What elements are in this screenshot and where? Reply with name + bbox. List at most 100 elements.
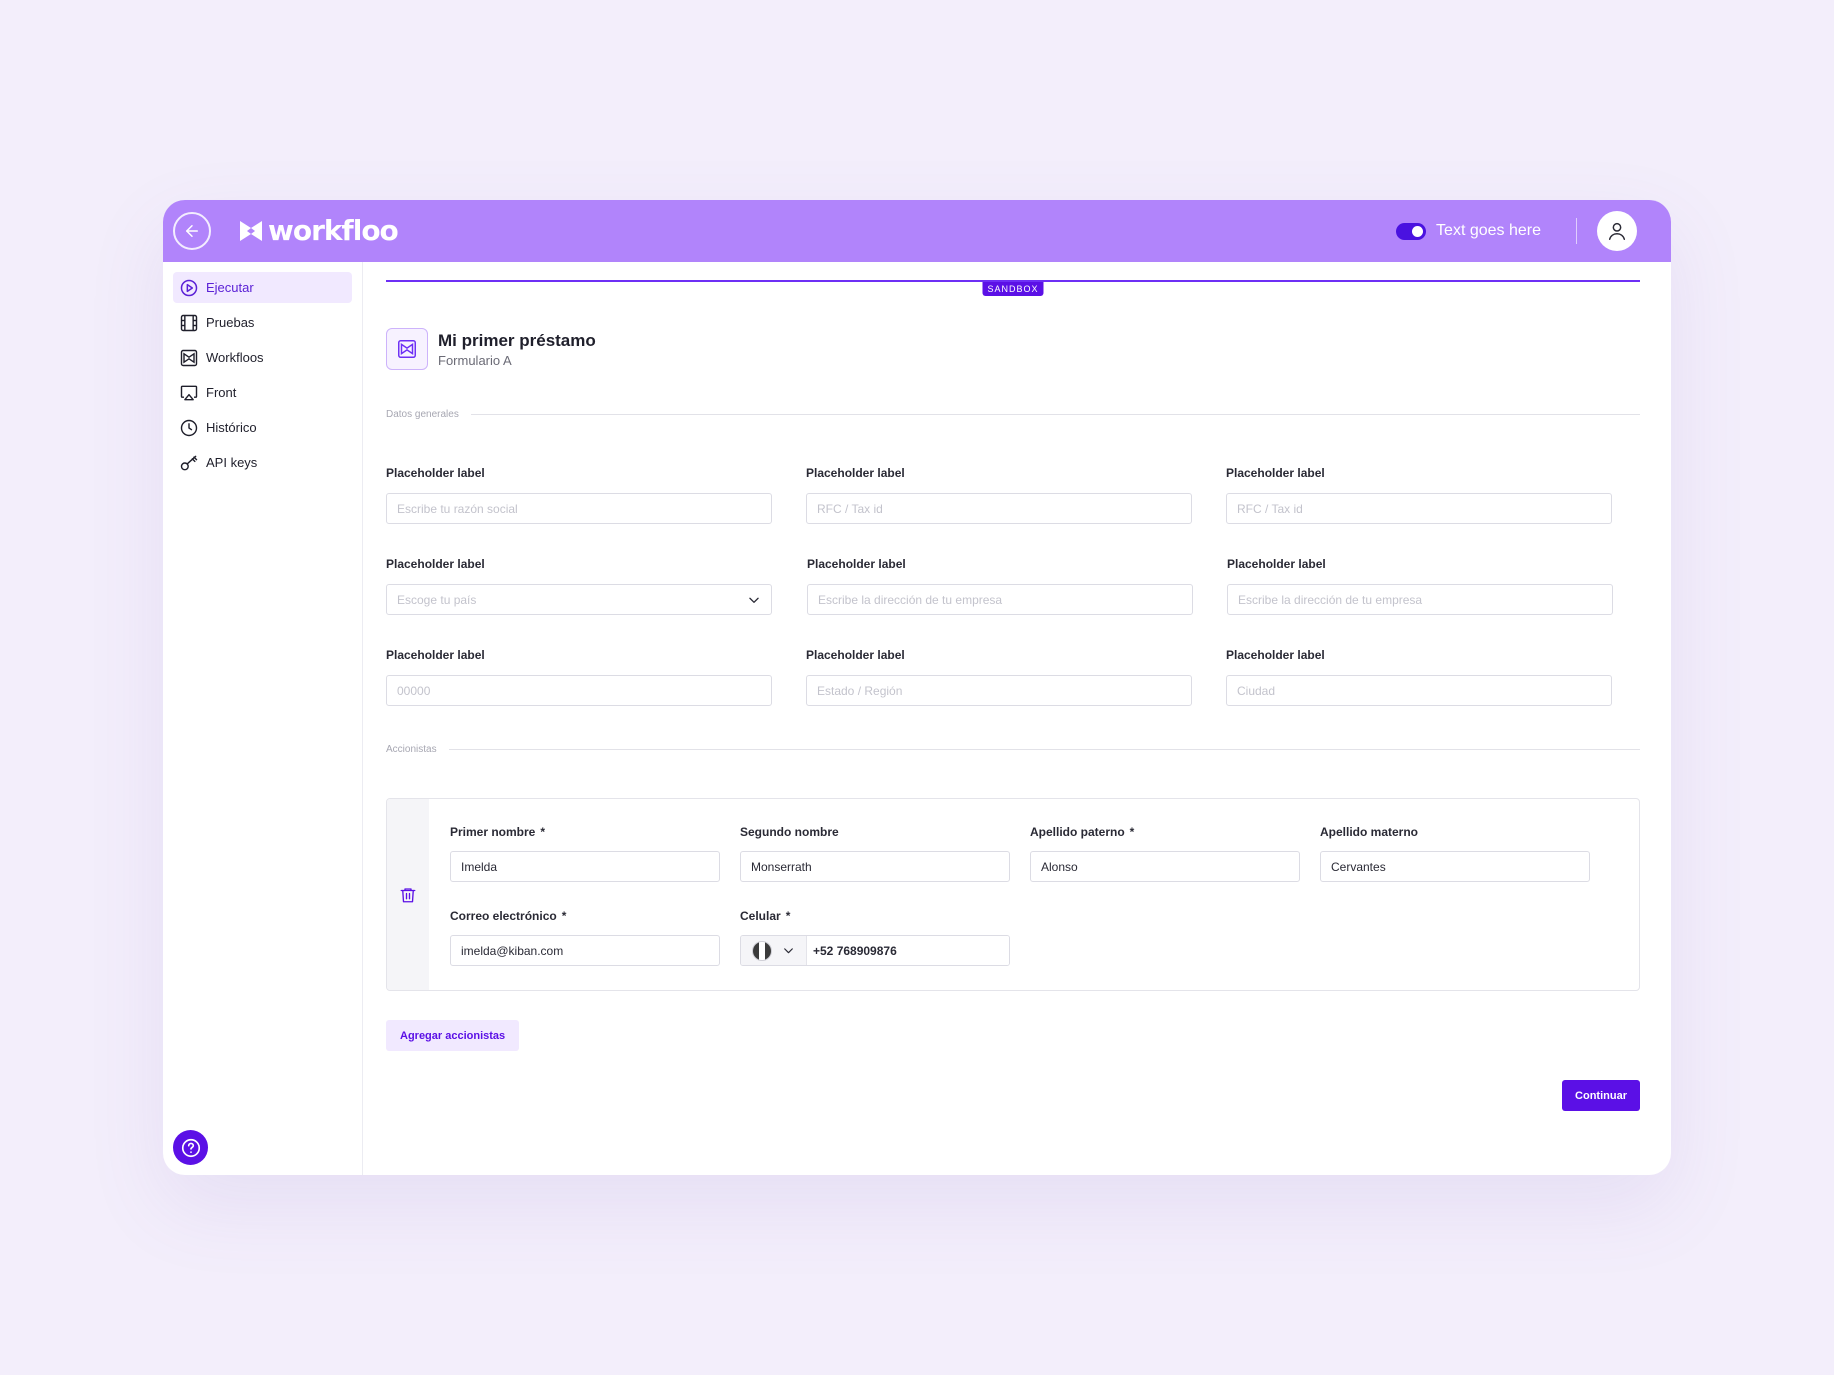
section-title: Datos generales: [386, 409, 459, 420]
back-button[interactable]: [173, 212, 211, 250]
section-title: Accionistas: [386, 744, 437, 755]
field-direccion-2: Placeholder label: [1227, 557, 1613, 615]
select-placeholder: Escoge tu país: [397, 592, 477, 607]
main-content: SANDBOX Mi primer préstamo Formulario A …: [386, 262, 1640, 1175]
delete-shareholder-button[interactable]: [399, 885, 417, 905]
card-actions-rail: [387, 799, 429, 990]
section-datos-generales: Datos generales: [386, 409, 1640, 420]
sidebar-item-historico[interactable]: Histórico: [173, 412, 352, 443]
direccion-input-2[interactable]: [1227, 584, 1613, 615]
field-label: Apellido materno: [1320, 825, 1590, 839]
play-circle-icon: [178, 277, 200, 299]
help-circle-icon: [181, 1138, 200, 1157]
key-icon: [178, 452, 200, 474]
sidebar-nav: Ejecutar Pruebas Workfloos Front: [163, 262, 362, 478]
workflow-icon: [178, 347, 200, 369]
apellido-materno-input[interactable]: [1320, 851, 1590, 882]
section-divider: [448, 749, 1640, 750]
page-subtitle: Formulario A: [438, 352, 512, 368]
ciudad-input[interactable]: [1226, 675, 1612, 706]
form-titles: Mi primer préstamo Formulario A: [438, 331, 596, 368]
user-avatar-button[interactable]: [1597, 211, 1637, 251]
field-label-text: Celular: [740, 909, 781, 923]
sidebar-item-label: Front: [206, 385, 237, 400]
app-window: workfloo Text goes here Ejecutar: [163, 200, 1671, 1175]
arrow-left-icon: [186, 225, 198, 237]
correo-input[interactable]: [450, 935, 720, 966]
user-icon: [1608, 222, 1626, 240]
sidebar-item-pruebas[interactable]: Pruebas: [173, 307, 352, 338]
sandbox-badge: SANDBOX: [982, 282, 1044, 296]
sidebar-item-front[interactable]: Front: [173, 377, 352, 408]
field-correo: Correo electrónico *: [450, 909, 720, 966]
field-label: Apellido paterno *: [1030, 825, 1300, 839]
toggle-label: Text goes here: [1436, 222, 1541, 239]
sidebar: Ejecutar Pruebas Workfloos Front: [163, 262, 363, 1175]
sidebar-item-label: Histórico: [206, 420, 257, 435]
field-label-text: Apellido materno: [1320, 825, 1419, 839]
section-accionistas: Accionistas: [386, 744, 1640, 755]
codigo-postal-input[interactable]: [386, 675, 772, 706]
sidebar-item-label: Ejecutar: [206, 280, 254, 295]
trash-icon: [400, 887, 416, 902]
workfloo-logo[interactable]: workfloo: [238, 214, 399, 247]
top-bar: workfloo Text goes here: [163, 200, 1671, 262]
clock-icon: [178, 417, 200, 439]
field-ciudad: Placeholder label: [1226, 648, 1612, 706]
section-divider: [470, 414, 1640, 415]
apellido-paterno-input[interactable]: [1030, 851, 1300, 882]
field-label: Placeholder label: [386, 466, 485, 480]
field-segundo-nombre: Segundo nombre: [740, 825, 1010, 882]
field-apellido-materno: Apellido materno: [1320, 825, 1590, 882]
field-razon-social: Placeholder label: [386, 466, 772, 524]
country-select[interactable]: Escoge tu país: [386, 584, 772, 615]
field-rfc-2: Placeholder label: [1226, 466, 1612, 524]
rfc-input-2[interactable]: [1226, 493, 1612, 524]
phone-country-select[interactable]: [741, 936, 807, 965]
field-label: Placeholder label: [386, 648, 485, 662]
field-label-text: Primer nombre: [450, 825, 536, 839]
form-workflow-icon: [386, 328, 428, 370]
field-label: Placeholder label: [806, 648, 905, 662]
field-celular: Celular *: [740, 909, 1010, 966]
workfloo-logo-mark-icon: [240, 220, 262, 241]
sidebar-item-ejecutar[interactable]: Ejecutar: [173, 272, 352, 303]
estado-input[interactable]: [806, 675, 1192, 706]
mexico-flag-icon: [751, 940, 772, 961]
field-direccion: Placeholder label: [807, 557, 1193, 615]
direccion-input[interactable]: [807, 584, 1193, 615]
rfc-input[interactable]: [806, 493, 1192, 524]
segundo-nombre-input[interactable]: [740, 851, 1010, 882]
field-label-text: Segundo nombre: [740, 825, 839, 839]
environment-toggle[interactable]: [1396, 222, 1427, 240]
primer-nombre-input[interactable]: [450, 851, 720, 882]
screen-cast-icon: [178, 382, 200, 404]
field-primer-nombre: Primer nombre *: [450, 825, 720, 882]
sidebar-item-api-keys[interactable]: API keys: [173, 447, 352, 478]
razon-social-input[interactable]: [386, 493, 772, 524]
field-label: Placeholder label: [386, 557, 485, 571]
field-label: Placeholder label: [1226, 466, 1325, 480]
field-codigo-postal: Placeholder label: [386, 648, 772, 706]
continue-button[interactable]: Continuar: [1562, 1080, 1640, 1111]
help-button[interactable]: [173, 1130, 208, 1165]
sidebar-item-label: Pruebas: [206, 315, 255, 330]
field-pais: Placeholder label Escoge tu país: [386, 557, 772, 615]
field-label: Primer nombre *: [450, 825, 720, 839]
required-mark: *: [1129, 825, 1135, 839]
film-icon: [178, 312, 200, 334]
add-shareholder-button[interactable]: Agregar accionistas: [386, 1020, 520, 1051]
field-label: Placeholder label: [807, 557, 906, 571]
sidebar-item-workfloos[interactable]: Workfloos: [173, 342, 352, 373]
chevron-down-icon: [749, 597, 759, 603]
phone-number-input[interactable]: [807, 936, 1009, 965]
field-label: Placeholder label: [1227, 557, 1326, 571]
phone-field: [740, 935, 1010, 966]
top-right-controls: Text goes here: [1396, 211, 1637, 251]
field-label: Placeholder label: [806, 466, 905, 480]
field-label: Segundo nombre: [740, 825, 1010, 839]
sandbox-indicator-line: [386, 280, 1640, 282]
form-header: Mi primer préstamo Formulario A: [386, 328, 596, 370]
required-mark: *: [785, 909, 791, 923]
chevron-down-icon: [784, 948, 794, 954]
